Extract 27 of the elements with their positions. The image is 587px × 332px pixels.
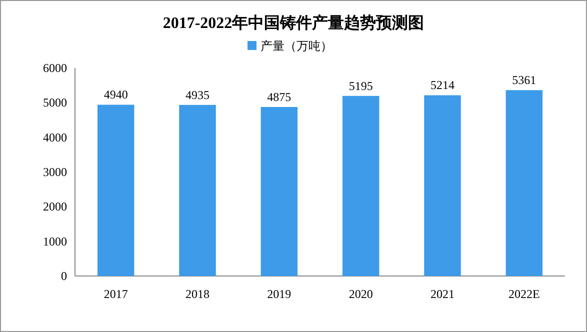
y-tick-label: 6000: [43, 61, 67, 75]
data-label: 5361: [512, 73, 536, 88]
x-tick-label: 2019: [267, 287, 292, 301]
x-tick-label: 2018: [186, 287, 210, 301]
x-tick-label: 2021: [430, 287, 454, 301]
y-tick-label: 1000: [43, 234, 67, 248]
data-label: 5195: [348, 78, 373, 93]
x-tick-label: 2017: [104, 287, 128, 301]
y-tick-label: 4000: [43, 130, 67, 144]
x-tick-label: 2022E: [508, 287, 540, 301]
data-label: 4875: [267, 90, 292, 104]
y-tick-label: 5000: [43, 96, 67, 110]
data-label: 4935: [186, 88, 210, 102]
chart-title: 2017-2022年中国铸件产量趋势预测图: [162, 14, 424, 32]
legend-label: 产量（万吨）: [260, 39, 332, 53]
x-tick-label: 2020: [348, 287, 373, 301]
y-tick-label: 0: [61, 269, 67, 283]
bar: [342, 96, 380, 276]
data-label: 5214: [430, 78, 454, 92]
bar: [506, 90, 543, 276]
bar: [424, 95, 461, 276]
y-tick-label: 3000: [43, 165, 67, 179]
y-tick-label: 2000: [43, 200, 67, 214]
bar: [260, 107, 298, 276]
bar: [97, 104, 134, 276]
bar: [179, 104, 216, 276]
data-label: 4940: [104, 88, 128, 102]
